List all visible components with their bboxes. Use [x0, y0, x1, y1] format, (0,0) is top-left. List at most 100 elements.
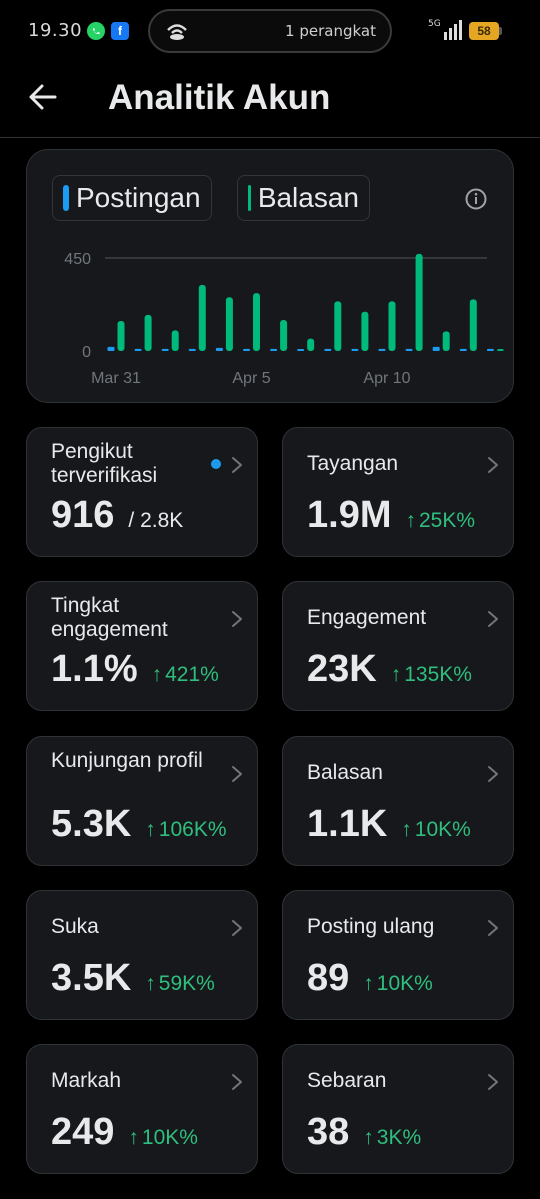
replies-legend-swatch: [248, 185, 251, 211]
arrow-left-icon: [29, 84, 57, 110]
chevron-right-icon: [232, 457, 242, 473]
metric-card[interactable]: Posting ulang 89 ↑ 10K%: [282, 890, 514, 1020]
metric-card[interactable]: Balasan 1.1K ↑ 10K%: [282, 736, 514, 866]
bar-postingan: [405, 348, 413, 351]
bar-postingan: [107, 346, 115, 351]
bar-balasan: [280, 320, 288, 351]
metric-card[interactable]: Tingkat engagement 1.1% ↑ 421%: [26, 581, 258, 711]
chevron-right-icon: [488, 1074, 498, 1090]
facebook-icon: f: [111, 22, 129, 40]
chevron-right-icon: [488, 766, 498, 782]
metric-value: 5.3K: [51, 803, 132, 845]
bar-postingan: [486, 348, 494, 351]
chevron-right-icon: [488, 457, 498, 473]
metric-total: / 2.8K: [128, 509, 184, 532]
bar-balasan: [361, 311, 369, 351]
metric-change-value: 25K%: [418, 509, 476, 532]
metric-value-row: 3.5K ↑ 59K%: [51, 957, 215, 1000]
metric-value: 1.1%: [51, 648, 138, 690]
metric-card[interactable]: Tayangan 1.9M ↑ 25K%: [282, 427, 514, 557]
metric-value-row: 249 ↑ 10K%: [51, 1111, 198, 1154]
page-title: Analitik Akun: [108, 78, 331, 117]
metric-card[interactable]: Kunjungan profil 5.3K ↑ 106K%: [26, 736, 258, 866]
bar-balasan: [442, 331, 450, 351]
metric-value: 1.9M: [307, 494, 392, 536]
device-connection-pill[interactable]: 1 perangkat: [148, 9, 392, 53]
status-bar: 19.30 f 1 perangkat 5G 58: [0, 0, 540, 62]
metric-card[interactable]: Engagement 23K ↑ 135K%: [282, 581, 514, 711]
metric-value: 1.1K: [307, 803, 388, 845]
metric-change-value: 59K%: [158, 972, 215, 995]
y-tick-label: 450: [64, 251, 91, 268]
metric-change: ↑ 10K%: [363, 972, 433, 996]
signal-icon: 5G: [428, 19, 462, 40]
bar-postingan: [297, 349, 305, 351]
x-tick-label: Apr 10: [363, 370, 410, 387]
bar-balasan: [225, 297, 233, 351]
metric-card[interactable]: Suka 3.5K ↑ 59K%: [26, 890, 258, 1020]
metric-label: Engagement: [307, 606, 427, 629]
chevron-right-icon: [232, 920, 242, 936]
metric-card[interactable]: Markah 249 ↑ 10K%: [26, 1044, 258, 1174]
chevron-right-icon: [488, 920, 498, 936]
bar-balasan: [307, 338, 315, 351]
bar-balasan: [117, 321, 125, 351]
metric-value-row: 1.1K ↑ 10K%: [307, 803, 471, 846]
bar-postingan: [161, 348, 169, 351]
connected-devices-text: 1 perangkat: [285, 22, 376, 40]
posts-legend-swatch: [63, 185, 69, 211]
metric-card[interactable]: Pengikut terverifikasi 916 / 2.8K: [26, 427, 258, 557]
chevron-right-icon: [232, 611, 242, 627]
toggle-replies[interactable]: Balasan: [237, 175, 370, 221]
metric-change-value: 10K%: [376, 972, 433, 995]
arrow-up-icon: ↑: [363, 1126, 374, 1149]
whatsapp-icon: [87, 22, 105, 40]
bar-postingan: [270, 348, 278, 351]
metric-change: ↑ 106K%: [145, 818, 226, 842]
metric-value-row: 5.3K ↑ 106K%: [51, 803, 227, 846]
metric-change: ↑ 10K%: [401, 818, 471, 842]
arrow-up-icon: ↑: [151, 663, 163, 686]
metric-value-row: 1.1% ↑ 421%: [51, 648, 219, 691]
back-button[interactable]: [26, 80, 60, 114]
metric-label: Sebaran: [307, 1069, 387, 1092]
bar-balasan: [171, 330, 179, 351]
bar-balasan: [388, 301, 396, 351]
battery-icon: 58: [469, 22, 503, 40]
info-circle-icon[interactable]: [464, 187, 488, 211]
metric-change-value: 10K%: [141, 1126, 198, 1149]
bar-postingan: [459, 348, 467, 351]
metric-card[interactable]: Sebaran 38 ↑ 3K%: [282, 1044, 514, 1174]
arrow-up-icon: ↑: [145, 972, 156, 995]
bar-balasan: [496, 349, 504, 351]
x-tick-label: Mar 31: [91, 370, 141, 387]
chevron-right-icon: [232, 766, 242, 782]
status-time: 19.30: [28, 20, 83, 41]
bar-balasan: [334, 301, 342, 351]
battery-level: 58: [469, 22, 499, 40]
toggle-posts-label: Postingan: [76, 182, 201, 213]
bar-postingan: [134, 348, 142, 351]
arrow-up-icon: ↑: [363, 972, 374, 995]
metric-label: Markah: [51, 1069, 122, 1092]
toggle-posts[interactable]: Postingan: [52, 175, 212, 221]
metric-change-value: 421%: [165, 663, 219, 686]
bar-balasan: [198, 284, 206, 351]
metric-change-value: 135K%: [404, 663, 472, 686]
metric-value: 3.5K: [51, 957, 132, 999]
metric-value: 89: [307, 957, 350, 999]
hotspot-icon: [167, 24, 187, 40]
bar-postingan: [432, 346, 440, 351]
metric-value-row: 38 ↑ 3K%: [307, 1111, 421, 1154]
metric-label: Tingkat engagement: [51, 594, 168, 641]
metric-change-value: 10K%: [414, 818, 471, 841]
activity-chart-card: Postingan Balasan 450 0 Mar 31 Apr 5 Apr 10: [26, 149, 514, 403]
metric-value: 916: [51, 494, 115, 536]
verified-badge-icon: [211, 459, 221, 469]
arrow-up-icon: ↑: [401, 818, 412, 841]
arrow-up-icon: ↑: [390, 663, 402, 686]
metric-change-value: 106K%: [158, 818, 227, 841]
metric-change: ↑ 421%: [152, 663, 219, 687]
metric-label: Pengikut terverifikasi: [51, 440, 158, 487]
